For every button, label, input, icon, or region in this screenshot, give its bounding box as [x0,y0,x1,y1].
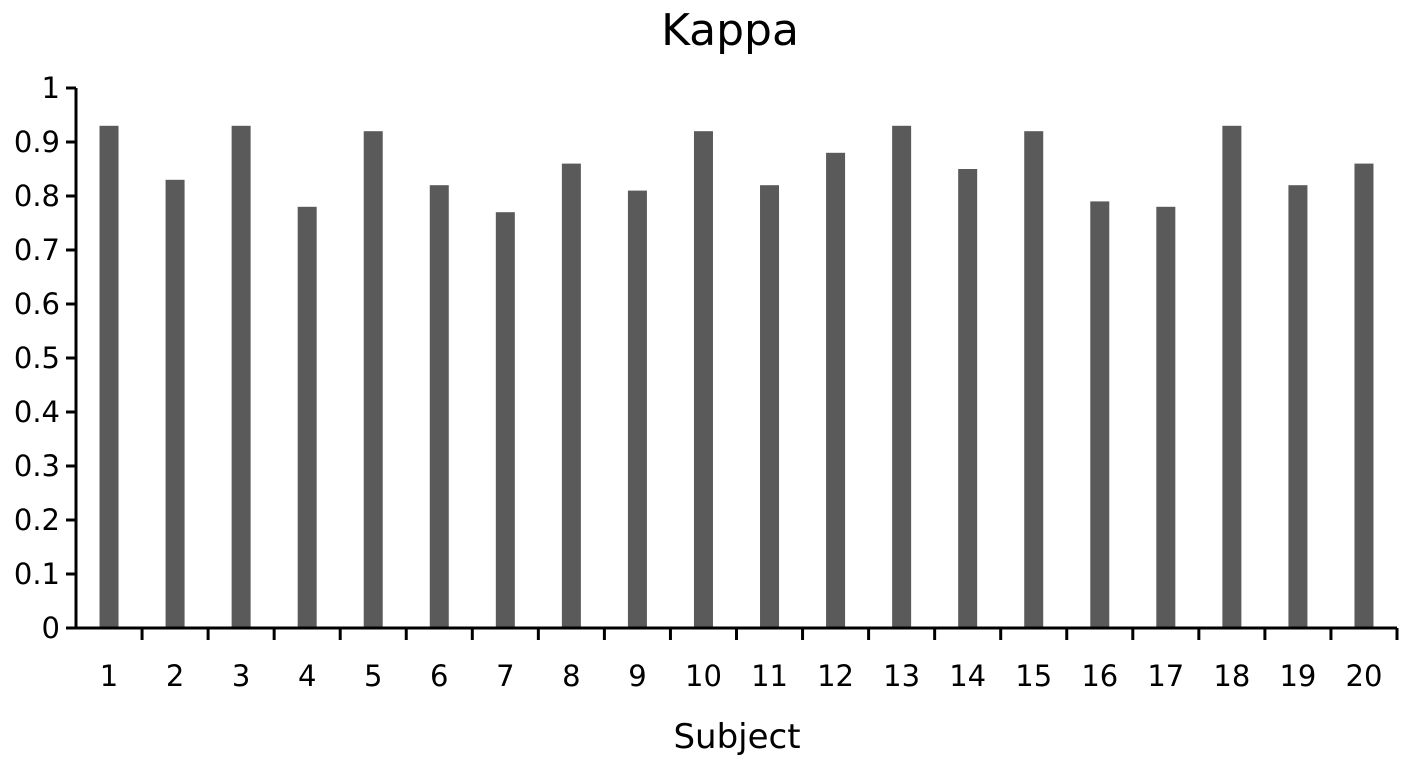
bars [99,125,1374,629]
bar-subject-8 [561,163,581,628]
y-axis-ticks: 0 0.1 0.2 0.3 0.4 0.5 0.6 0.7 0.8 0.9 1 [14,71,76,645]
bar-subject-6 [429,185,449,628]
bar-subject-4 [297,206,317,629]
x-tick-label: 6 [430,659,448,693]
bar-subject-7 [495,212,515,628]
bar-subject-18 [1222,125,1242,629]
x-tick-label: 7 [496,659,514,693]
x-tick-label: 19 [1279,659,1316,693]
bar-subject-10 [693,131,713,628]
x-tick-label: 16 [1081,659,1118,693]
chart-title: Kappa [661,5,799,56]
x-tick-label: 20 [1346,659,1383,693]
y-tick-label: 0.5 [14,341,60,375]
bar-subject-11 [760,185,780,628]
x-tick-label: 8 [562,659,580,693]
x-tick-label: 4 [298,659,316,693]
x-tick-label: 12 [817,659,854,693]
x-tick-label: 11 [751,659,788,693]
bar-subject-14 [958,169,978,628]
bar-subject-13 [892,125,912,629]
bar-subject-3 [231,125,251,629]
x-tick-label: 13 [883,659,920,693]
y-tick-label: 0.3 [14,449,60,483]
x-tick-label: 18 [1213,659,1250,693]
bar-subject-5 [363,131,383,628]
x-tick-label: 14 [949,659,986,693]
x-axis-label: Subject [673,717,800,757]
x-tick-label: 3 [232,659,250,693]
x-tick-label: 17 [1147,659,1184,693]
y-tick-label: 0.8 [14,179,60,213]
bar-subject-17 [1156,206,1176,629]
y-tick-label: 0.2 [14,503,60,537]
bar-subject-19 [1288,185,1308,628]
y-tick-label: 0.7 [14,233,60,267]
x-tick-label: 2 [166,659,184,693]
y-tick-label: 0.4 [14,395,60,429]
bar-subject-20 [1354,163,1374,628]
y-tick-label: 0.6 [14,287,60,321]
x-tick-label: 10 [685,659,722,693]
bar-subject-9 [627,190,647,628]
bar-subject-16 [1090,201,1110,628]
y-tick-label: 1 [42,71,60,105]
x-tick-label: 5 [364,659,382,693]
x-tick-label: 9 [628,659,646,693]
bar-subject-12 [826,152,846,629]
y-tick-label: 0.9 [14,125,60,159]
bar-subject-15 [1024,131,1044,628]
bar-subject-1 [99,125,119,629]
bar-subject-2 [165,179,185,629]
x-tick-label: 15 [1015,659,1052,693]
y-tick-label: 0.1 [14,557,60,591]
y-tick-label: 0 [42,611,60,645]
x-axis-ticks: 1 2 3 4 5 6 7 8 9 10 11 12 13 14 15 16 17 18 19 20 [100,628,1399,693]
x-tick-label: 1 [100,659,118,693]
